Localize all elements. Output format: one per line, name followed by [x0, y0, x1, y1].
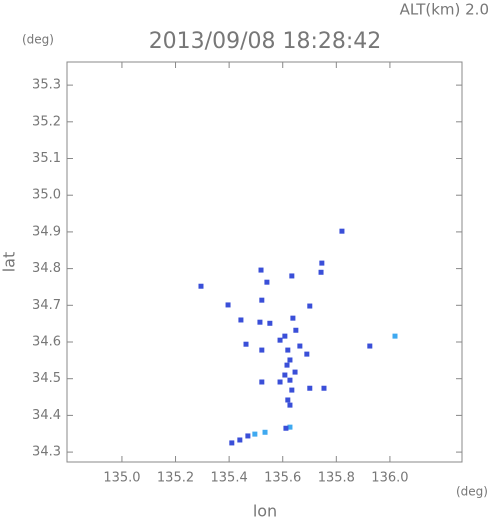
x-tick-label: 136.0 — [371, 471, 408, 486]
echo-point — [297, 343, 303, 349]
chart-title: 2013/09/08 18:28:42 — [149, 29, 382, 54]
echo-point — [282, 333, 288, 339]
y-tick-label: 35.0 — [32, 188, 61, 203]
echo-point — [287, 357, 293, 363]
echo-point — [229, 440, 235, 446]
y-tick-label: 35.3 — [32, 78, 61, 93]
echo-point — [252, 431, 258, 437]
echo-point — [285, 397, 291, 403]
echo-point — [287, 402, 293, 408]
echo-point — [259, 297, 265, 303]
x-tick-label: 135.2 — [157, 471, 194, 486]
echo-point — [245, 433, 251, 439]
echo-point — [319, 260, 325, 266]
x-axis-label: lon — [253, 502, 277, 521]
y-tick-label: 34.7 — [32, 298, 61, 313]
plot-frame — [66, 61, 463, 463]
y-unit: (deg) — [22, 33, 54, 47]
echo-point — [283, 425, 289, 431]
echo-point — [318, 269, 324, 275]
y-axis-label: lat — [0, 252, 19, 273]
echo-point — [259, 347, 265, 353]
echo-point — [277, 337, 283, 343]
y-tick-label: 34.5 — [32, 371, 61, 386]
echo-point — [321, 385, 327, 391]
x-tick-label: 135.0 — [103, 471, 140, 486]
y-tick-label: 34.9 — [32, 224, 61, 239]
x-tick-label: 135.4 — [211, 471, 248, 486]
echo-point — [367, 343, 373, 349]
echo-point — [238, 317, 244, 323]
echo-point — [264, 279, 270, 285]
echo-point — [289, 387, 295, 393]
y-tick-label: 35.2 — [32, 114, 61, 129]
echo-point — [293, 327, 299, 333]
echo-point — [287, 424, 293, 430]
altitude-label: ALT(km) 2.0 — [400, 1, 489, 19]
echo-point — [258, 267, 264, 273]
echo-point — [243, 341, 249, 347]
echo-point — [392, 333, 398, 339]
echo-point — [307, 303, 313, 309]
y-tick-label: 35.1 — [32, 151, 61, 166]
echo-point — [267, 320, 273, 326]
echo-point — [257, 319, 263, 325]
echo-point — [292, 369, 298, 375]
y-tick-label: 34.8 — [32, 261, 61, 276]
y-tick-label: 34.3 — [32, 445, 61, 460]
echo-point — [290, 315, 296, 321]
echo-point — [277, 379, 283, 385]
echo-point — [259, 379, 265, 385]
echo-point — [304, 351, 310, 357]
x-tick-label: 135.8 — [318, 471, 355, 486]
echo-point — [225, 302, 231, 308]
echo-point — [289, 273, 295, 279]
echo-point — [262, 429, 268, 435]
y-tick-label: 34.4 — [32, 408, 61, 423]
x-unit: (deg) — [456, 485, 488, 499]
echo-point — [285, 347, 291, 353]
echo-point — [198, 283, 204, 289]
echo-point — [287, 377, 293, 383]
y-tick-label: 34.6 — [32, 335, 61, 350]
echo-point — [339, 228, 345, 234]
echo-point — [284, 362, 290, 368]
x-tick-label: 135.6 — [264, 471, 301, 486]
echo-point — [307, 385, 313, 391]
echo-point — [282, 372, 288, 378]
echo-point — [237, 437, 243, 443]
